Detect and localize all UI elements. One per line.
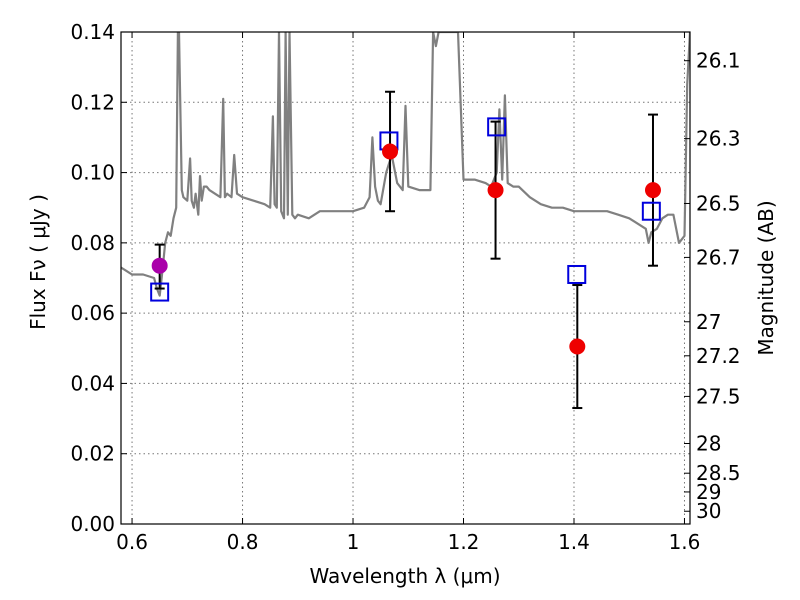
y-tick-label: 0.06 bbox=[70, 301, 115, 325]
synthetic-point bbox=[641, 201, 661, 221]
observed-points bbox=[151, 143, 661, 355]
y-axis-label: Flux Fν ( μJy ) bbox=[26, 194, 50, 330]
x-tick-label: 1.4 bbox=[558, 530, 590, 554]
synthetic-point bbox=[487, 117, 507, 137]
magnitude-tick-label: 26.5 bbox=[696, 191, 741, 215]
magnitude-tick-label: 29 bbox=[696, 480, 721, 504]
model-spectrum bbox=[121, 32, 690, 297]
x-axis-label: Wavelength λ (μm) bbox=[309, 564, 500, 588]
x-tick-label: 1.6 bbox=[669, 530, 701, 554]
plot-frame bbox=[120, 31, 691, 525]
synthetic-points bbox=[150, 117, 661, 302]
model-spectrum-line bbox=[121, 32, 690, 297]
y-tick-label: 0.12 bbox=[70, 90, 115, 114]
magnitude-tick-label: 28.5 bbox=[696, 461, 741, 485]
x-tick-label: 0.8 bbox=[227, 530, 259, 554]
y-tick-label: 0.10 bbox=[70, 161, 115, 185]
observed-point bbox=[487, 182, 504, 199]
y-tick-label: 0.14 bbox=[70, 20, 115, 44]
x-tick-label: 1.2 bbox=[448, 530, 480, 554]
x-tick-label: 1 bbox=[347, 530, 360, 554]
y-ticks: 0.00 0.02 0.04 0.06 0.08 0.10 0.12 0.14 bbox=[70, 20, 127, 536]
magnitude-tick-label: 28 bbox=[696, 431, 721, 455]
observed-point bbox=[151, 257, 168, 274]
y-tick-label: 0.02 bbox=[70, 442, 115, 466]
magnitude-tick-label: 30 bbox=[696, 499, 721, 523]
magnitude-tick-label: 26.1 bbox=[696, 49, 741, 73]
y-tick-label: 0.04 bbox=[70, 371, 115, 395]
magnitude-tick-label: 27.5 bbox=[696, 384, 741, 408]
x-tick-label: 0.6 bbox=[116, 530, 148, 554]
magnitude-axis-label: Magnitude (AB) bbox=[754, 200, 778, 355]
synthetic-point bbox=[567, 264, 587, 284]
magnitude-tick-label: 27 bbox=[696, 310, 721, 334]
y-tick-label: 0.08 bbox=[70, 231, 115, 255]
observed-point bbox=[382, 143, 399, 160]
magnitude-tick-label: 27.2 bbox=[696, 344, 741, 368]
observed-point bbox=[644, 182, 661, 199]
magnitude-tick-label: 26.3 bbox=[696, 127, 741, 151]
observed-point bbox=[569, 338, 586, 355]
magnitude-tick-label: 26.7 bbox=[696, 245, 741, 269]
x-ticks: 0.6 0.8 1 1.2 1.4 1.6 bbox=[116, 32, 700, 554]
synthetic-point bbox=[150, 282, 170, 302]
y-tick-label: 0.00 bbox=[70, 512, 115, 536]
